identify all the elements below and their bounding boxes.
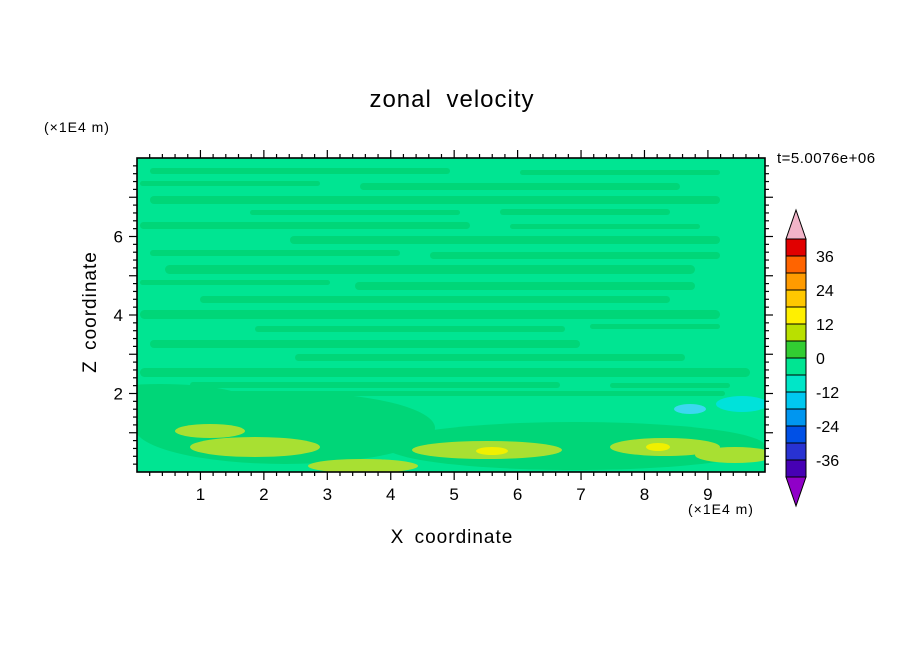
x-axis-unit-label: (×1E4 m) bbox=[688, 501, 754, 517]
z-tick-label: 2 bbox=[114, 385, 123, 404]
x-tick-label: 7 bbox=[576, 485, 585, 504]
colorbar-segment bbox=[785, 255, 807, 274]
contour-streak bbox=[510, 224, 700, 229]
colorbar-segment bbox=[785, 272, 807, 291]
contour-patch bbox=[175, 424, 245, 438]
colorbar-segment bbox=[785, 340, 807, 359]
contour-streak bbox=[430, 252, 720, 259]
z-tick-label: 6 bbox=[114, 228, 123, 247]
contour-streak bbox=[590, 324, 720, 329]
contour-patch bbox=[695, 447, 765, 463]
colorbar-arrow-bottom-icon bbox=[785, 476, 807, 508]
contour-patch bbox=[137, 384, 250, 420]
contour-streak bbox=[140, 222, 470, 229]
colorbar-segment bbox=[785, 374, 807, 393]
z-axis-unit-label: (×1E4 m) bbox=[44, 119, 110, 135]
colorbar-arrow-top-icon bbox=[785, 208, 807, 240]
contour-streak bbox=[190, 382, 560, 388]
colorbar-segment bbox=[785, 408, 807, 427]
contour-streak bbox=[355, 282, 695, 290]
colorbar-label: 24 bbox=[816, 283, 834, 300]
x-tick-label: 2 bbox=[259, 485, 268, 504]
colorbar-segment bbox=[785, 442, 807, 461]
colorbar-label: -24 bbox=[816, 419, 839, 436]
contour-patch bbox=[308, 459, 418, 472]
contour-patch bbox=[674, 404, 706, 414]
contour-streak bbox=[200, 296, 670, 303]
colorbar-label: 12 bbox=[816, 317, 834, 334]
colorbar-segment bbox=[785, 459, 807, 478]
time-label: t=5.0076e+06 bbox=[777, 150, 876, 167]
x-tick-label: 8 bbox=[640, 485, 649, 504]
contour-streak bbox=[150, 250, 400, 256]
contour-patch bbox=[190, 437, 320, 457]
colorbar-label: 0 bbox=[816, 351, 825, 368]
x-tick-label: 5 bbox=[449, 485, 458, 504]
chart-title: zonal velocity bbox=[369, 86, 535, 113]
x-tick-label: 9 bbox=[703, 485, 712, 504]
colorbar-segment bbox=[785, 306, 807, 325]
colorbar-segment bbox=[785, 238, 807, 257]
contour-streak bbox=[150, 196, 720, 204]
colorbar-label: -12 bbox=[816, 385, 839, 402]
contour-streak bbox=[140, 368, 750, 377]
x-tick-label: 3 bbox=[323, 485, 332, 504]
colorbar-segment bbox=[785, 357, 807, 376]
contour-streak bbox=[150, 168, 450, 174]
contour-field bbox=[137, 158, 765, 472]
contour-streak bbox=[295, 354, 685, 361]
x-tick-label: 6 bbox=[513, 485, 522, 504]
contour-streak bbox=[250, 210, 460, 215]
contour-streak bbox=[290, 236, 720, 244]
z-tick-label: 4 bbox=[114, 306, 123, 325]
x-tick-label: 1 bbox=[196, 485, 205, 504]
contour-streak bbox=[610, 383, 730, 388]
x-axis-title: X coordinate bbox=[390, 527, 514, 548]
colorbar-segment bbox=[785, 323, 807, 342]
contour-streak bbox=[520, 170, 720, 175]
z-axis-title: Z coordinate bbox=[80, 251, 101, 373]
contour-patch bbox=[716, 396, 765, 412]
contour-streak bbox=[140, 310, 720, 319]
contour-streak bbox=[140, 280, 330, 285]
colorbar-segment bbox=[785, 289, 807, 308]
colorbar-label: 36 bbox=[816, 249, 834, 266]
contour-streak bbox=[255, 326, 565, 332]
contour-patch bbox=[646, 443, 670, 451]
contour-streak bbox=[360, 183, 680, 190]
contour-streak bbox=[500, 209, 670, 215]
colorbar-label: -36 bbox=[816, 453, 839, 470]
contour-streak bbox=[140, 181, 320, 186]
colorbar-segment bbox=[785, 425, 807, 444]
contour-patch bbox=[476, 447, 508, 455]
x-tick-label: 4 bbox=[386, 485, 395, 504]
contour-streak bbox=[165, 265, 695, 274]
colorbar-segment bbox=[785, 391, 807, 410]
contour-streak bbox=[150, 340, 580, 348]
